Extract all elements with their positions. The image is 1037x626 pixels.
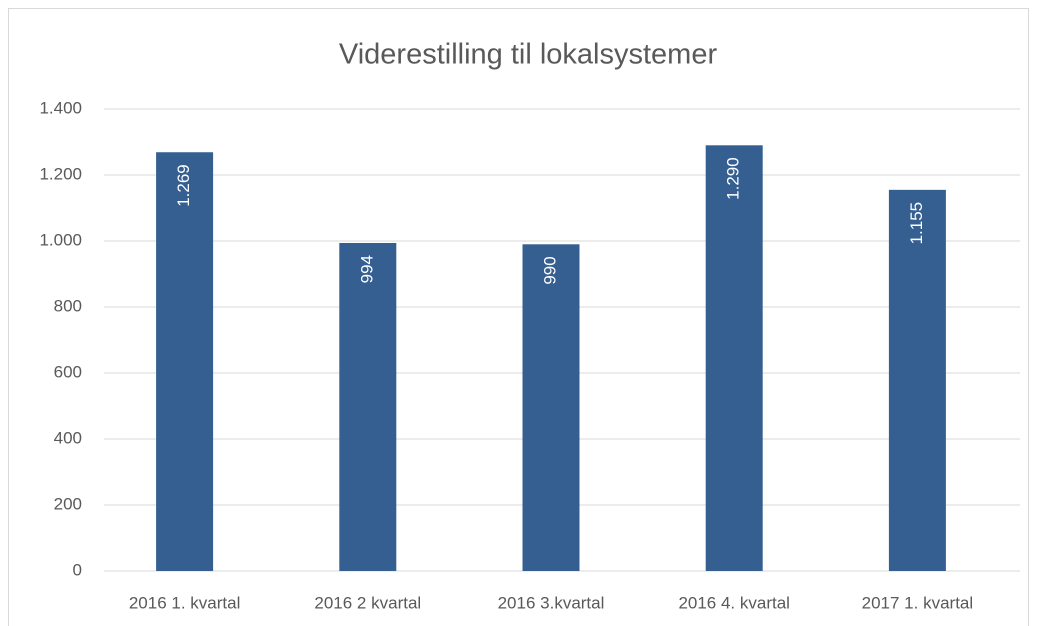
bar: [888, 189, 946, 571]
y-tick-label: 0: [73, 560, 82, 579]
x-tick-label: 2016 2 kvartal: [314, 593, 421, 612]
value-label: 1.155: [907, 202, 926, 245]
bar: [705, 145, 763, 572]
y-tick-label: 1.200: [39, 164, 82, 183]
y-tick-label: 200: [54, 494, 82, 513]
bar: [339, 242, 397, 572]
value-label: 990: [540, 256, 559, 284]
y-tick-label: 600: [54, 362, 82, 381]
bar: [156, 152, 214, 572]
y-tick-label: 1.000: [39, 230, 82, 249]
x-tick-label: 2017 1. kvartal: [862, 593, 974, 612]
x-tick-label: 2016 3.kvartal: [498, 593, 605, 612]
x-tick-label: 2016 4. kvartal: [678, 593, 790, 612]
value-label: 994: [357, 255, 376, 283]
value-label: 1.269: [174, 164, 193, 207]
value-label: 1.290: [724, 157, 743, 200]
y-tick-label: 400: [54, 428, 82, 447]
x-tick-label: 2016 1. kvartal: [129, 593, 241, 612]
y-tick-label: 1.400: [39, 98, 82, 117]
bar: [522, 244, 580, 572]
chart-title: Viderestilling til lokalsystemer: [339, 39, 718, 71]
y-tick-label: 800: [54, 296, 82, 315]
